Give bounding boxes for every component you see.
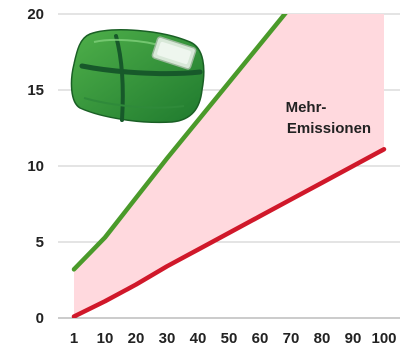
annotation-layer: Mehr- Emissionen — [286, 99, 372, 137]
fill-label-line2: Emissionen — [287, 120, 371, 137]
fill-between-area — [74, 14, 384, 317]
x-tick-label-10: 100 — [371, 330, 396, 347]
x-tick-label-4: 40 — [190, 330, 207, 347]
x-tick-label-5: 50 — [221, 330, 238, 347]
fill-label-line1: Mehr- — [286, 99, 327, 116]
series-line-0 — [71, 14, 288, 272]
x-tick-label-3: 30 — [159, 330, 176, 347]
x-tick-label-9: 90 — [345, 330, 362, 347]
y-tick-label-1: 5 — [36, 234, 44, 251]
y-tick-label-0: 0 — [36, 310, 44, 327]
x-tick-label-7: 70 — [283, 330, 300, 347]
x-tick-label-6: 60 — [252, 330, 269, 347]
y-tick-label-3: 15 — [27, 82, 44, 99]
y-tick-label-4: 20 — [27, 6, 44, 23]
x-tick-label-2: 20 — [128, 330, 145, 347]
x-tick-label-1: 10 — [97, 330, 114, 347]
green-sandbag-icon — [70, 29, 205, 124]
y-axis-ticks: 0 5 10 15 20 — [27, 6, 44, 327]
x-tick-label-0: 1 — [70, 330, 78, 347]
area-layer — [74, 14, 384, 317]
series-line-1 — [71, 147, 387, 318]
x-axis-ticks: 1 10 20 30 40 50 60 70 80 90 100 — [70, 330, 397, 347]
y-tick-label-2: 10 — [27, 158, 44, 175]
x-tick-label-8: 80 — [314, 330, 331, 347]
line-layer — [71, 14, 387, 318]
